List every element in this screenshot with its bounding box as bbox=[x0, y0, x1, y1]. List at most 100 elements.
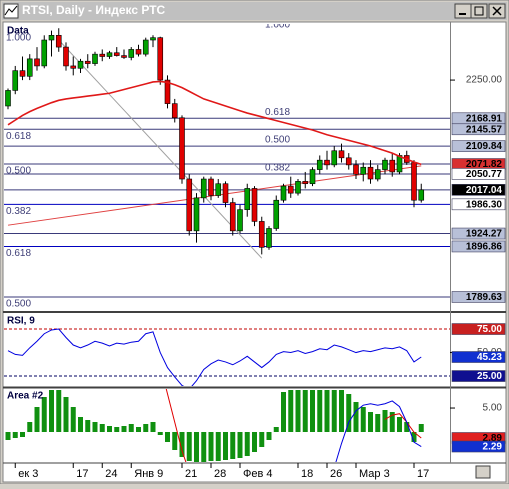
candle-body bbox=[179, 117, 185, 180]
x-tick-label: 26 bbox=[330, 468, 342, 480]
panel-title: Area #2 bbox=[7, 391, 44, 402]
trend-line bbox=[7, 165, 422, 226]
candle-body bbox=[273, 199, 280, 229]
maximize-glyph bbox=[474, 6, 484, 16]
histogram-bar bbox=[252, 432, 257, 452]
candle-body bbox=[338, 150, 345, 159]
corner-button[interactable] bbox=[475, 465, 491, 479]
candle-body bbox=[266, 228, 272, 248]
histogram-bar bbox=[172, 432, 178, 450]
series-line bbox=[7, 328, 422, 386]
candle-body bbox=[244, 188, 251, 210]
x-tick-label: 17 bbox=[417, 468, 429, 480]
level-label: 2.29 bbox=[483, 442, 503, 453]
app-icon-glyph bbox=[4, 5, 18, 16]
fib-label: 0.382 bbox=[265, 163, 290, 174]
maximize-button[interactable] bbox=[470, 3, 488, 19]
x-tick-label: Янв 9 bbox=[134, 468, 163, 480]
histogram-bar bbox=[259, 432, 265, 447]
candle-body bbox=[63, 46, 69, 67]
candle-body bbox=[84, 60, 91, 64]
histogram-bar bbox=[368, 412, 373, 432]
candle-body bbox=[251, 188, 258, 222]
candle-body bbox=[215, 183, 222, 196]
candle-body bbox=[106, 52, 113, 57]
candle-body bbox=[222, 183, 229, 203]
histogram-bar bbox=[302, 390, 308, 432]
histogram-bar bbox=[128, 424, 134, 432]
candle-body bbox=[237, 209, 243, 232]
histogram-bar bbox=[194, 432, 199, 462]
candle-body bbox=[302, 181, 309, 185]
candle-body bbox=[360, 166, 367, 175]
histogram-bar bbox=[353, 402, 359, 432]
histogram-bar bbox=[12, 432, 18, 438]
histogram-bar bbox=[295, 390, 301, 432]
candle-body bbox=[5, 90, 11, 107]
candle-body bbox=[324, 159, 330, 166]
candle-body bbox=[92, 53, 98, 64]
histogram-bar bbox=[70, 407, 76, 432]
x-tick-label: 17 bbox=[76, 468, 88, 480]
candle-body bbox=[382, 159, 388, 170]
level-box bbox=[451, 168, 506, 180]
axes: Data2250.002168.912145.572109.842071.822… bbox=[7, 26, 506, 480]
candle-body bbox=[135, 49, 142, 55]
histogram-bar bbox=[223, 432, 228, 460]
level-label: 2017.04 bbox=[466, 185, 503, 196]
level-label: 75.00 bbox=[477, 324, 502, 335]
histogram-bar bbox=[418, 424, 424, 432]
level-box bbox=[451, 184, 506, 196]
candle-body bbox=[418, 189, 425, 201]
histogram-bar bbox=[92, 422, 98, 432]
histogram-bar bbox=[273, 427, 279, 432]
candle-body bbox=[12, 70, 19, 91]
x-tick-label: 18 bbox=[301, 468, 313, 480]
level-label: 2145.57 bbox=[466, 124, 503, 135]
candle-body bbox=[396, 155, 403, 173]
candle-body bbox=[208, 178, 214, 196]
histogram-bar bbox=[310, 390, 315, 432]
candle-body bbox=[171, 103, 178, 119]
level-box bbox=[451, 140, 506, 152]
candle-body bbox=[374, 169, 381, 180]
level-label: 2071.82 bbox=[466, 159, 503, 170]
window-title: RTSI, Daily - Индекс РТС bbox=[22, 3, 166, 17]
chart-area bbox=[2, 21, 507, 483]
window-buttons bbox=[454, 3, 506, 19]
candle-body bbox=[41, 39, 48, 67]
histogram-bar bbox=[389, 412, 395, 432]
histogram-bar bbox=[99, 424, 105, 432]
level-label: 2050.77 bbox=[466, 169, 503, 180]
histogram-bar bbox=[281, 392, 286, 432]
level-label: 25.00 bbox=[477, 371, 502, 382]
histogram-bar bbox=[411, 432, 417, 442]
candle-body bbox=[389, 159, 396, 173]
histogram-bar bbox=[324, 390, 330, 432]
minimize-button[interactable] bbox=[454, 3, 472, 19]
histogram-bar bbox=[49, 390, 54, 432]
fib-label: 0.500 bbox=[265, 135, 290, 146]
candle-body bbox=[186, 178, 193, 232]
histogram-bar bbox=[288, 390, 294, 432]
level-box bbox=[451, 370, 506, 382]
level-box bbox=[451, 351, 506, 363]
series-line bbox=[165, 389, 422, 462]
candle-body bbox=[229, 202, 236, 232]
fib-label: 0.500 bbox=[6, 166, 31, 177]
fib-label: 0.500 bbox=[6, 299, 31, 310]
candle-body bbox=[411, 162, 417, 201]
x-tick-label: Фев 4 bbox=[243, 468, 273, 480]
candle-body bbox=[193, 197, 200, 232]
histogram-bar bbox=[317, 390, 323, 432]
histogram-bar bbox=[20, 432, 25, 437]
candle-body bbox=[316, 159, 323, 170]
y-tick-label: 5.00 bbox=[483, 403, 503, 414]
level-label: 1986.30 bbox=[466, 199, 503, 210]
x-tick-label: Мар 3 bbox=[359, 468, 390, 480]
histogram-bar bbox=[382, 410, 388, 432]
candle-body bbox=[164, 79, 171, 104]
candle-body bbox=[55, 35, 62, 48]
